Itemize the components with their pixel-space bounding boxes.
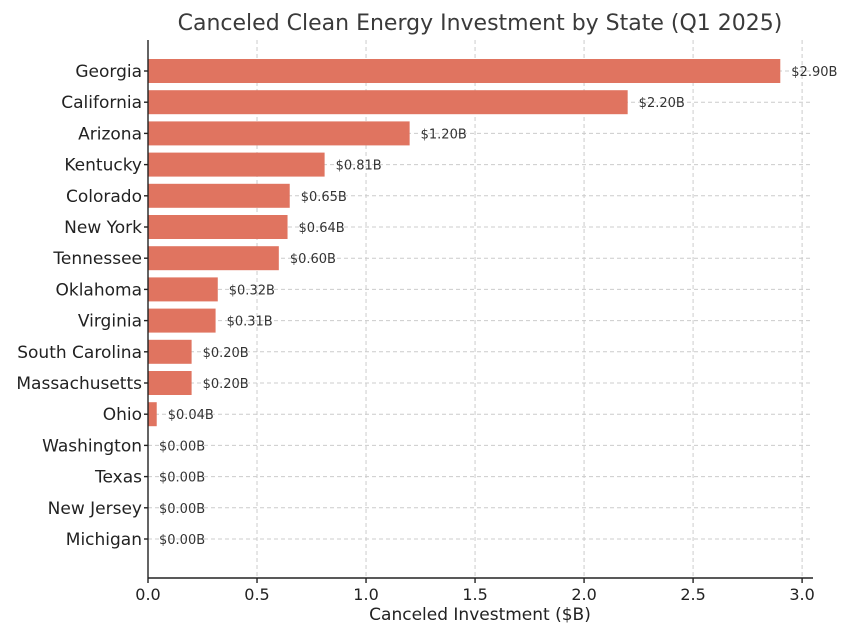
data-label: $0.32B bbox=[229, 283, 275, 298]
bar bbox=[148, 277, 218, 302]
x-tick-label: 0.0 bbox=[135, 585, 160, 604]
data-label: $0.81B bbox=[336, 159, 382, 174]
bars-layer bbox=[148, 59, 781, 427]
bar bbox=[148, 246, 279, 271]
category-label: New York bbox=[64, 218, 142, 238]
x-tick-label: 0.5 bbox=[244, 585, 269, 604]
bar bbox=[148, 402, 157, 427]
data-label: $0.00B bbox=[159, 439, 205, 454]
data-label: $2.20B bbox=[639, 96, 685, 111]
x-tick-label: 2.5 bbox=[680, 585, 705, 604]
data-label: $0.20B bbox=[203, 377, 249, 392]
data-label: $0.64B bbox=[299, 221, 345, 236]
category-label: Colorado bbox=[66, 187, 142, 207]
x-tick-label: 2.0 bbox=[571, 585, 596, 604]
data-label: $2.90B bbox=[791, 65, 837, 80]
x-tick-label: 1.5 bbox=[462, 585, 487, 604]
data-label: $1.20B bbox=[421, 127, 467, 142]
data-label: $0.00B bbox=[159, 502, 205, 517]
category-label: Washington bbox=[42, 436, 142, 456]
bar bbox=[148, 121, 410, 146]
category-label: Oklahoma bbox=[55, 280, 142, 300]
category-label: California bbox=[61, 93, 142, 113]
bar bbox=[148, 152, 325, 177]
bar bbox=[148, 183, 290, 208]
chart-title: Canceled Clean Energy Investment by Stat… bbox=[178, 11, 783, 36]
data-label: $0.60B bbox=[290, 252, 336, 267]
category-label: Tennessee bbox=[52, 249, 142, 269]
category-label: Massachusetts bbox=[16, 374, 142, 394]
x-axis-title: Canceled Investment ($B) bbox=[369, 605, 591, 625]
category-label: Michigan bbox=[66, 530, 142, 550]
data-label: $0.00B bbox=[159, 471, 205, 486]
ticks-layer: 0.0 0.5 1.0 1.5 2.0 2.5 3.0 bbox=[135, 70, 815, 604]
data-label: $0.04B bbox=[168, 408, 214, 423]
labels-layer: Georgia $2.90B California $2.20B Arizona $1.2… bbox=[16, 62, 837, 550]
category-label: South Carolina bbox=[17, 343, 142, 363]
category-label: Texas bbox=[94, 468, 142, 488]
category-label: New Jersey bbox=[48, 499, 142, 519]
axes-layer bbox=[147, 40, 813, 579]
bar bbox=[148, 59, 781, 83]
data-label: $0.65B bbox=[301, 190, 347, 205]
category-label: Georgia bbox=[75, 62, 142, 82]
data-label: $0.00B bbox=[159, 533, 205, 548]
grid-layer bbox=[147, 40, 813, 578]
data-label: $0.20B bbox=[203, 346, 249, 361]
bar bbox=[148, 308, 216, 333]
bar bbox=[148, 215, 288, 239]
bar bbox=[148, 90, 628, 115]
category-label: Kentucky bbox=[64, 156, 142, 176]
bar bbox=[148, 339, 192, 364]
category-label: Arizona bbox=[78, 124, 142, 144]
x-tick-label: 1.0 bbox=[353, 585, 378, 604]
category-label: Virginia bbox=[78, 312, 142, 332]
x-tick-label: 3.0 bbox=[789, 585, 814, 604]
data-label: $0.31B bbox=[227, 315, 273, 330]
bar bbox=[148, 371, 192, 395]
category-label: Ohio bbox=[103, 405, 142, 425]
